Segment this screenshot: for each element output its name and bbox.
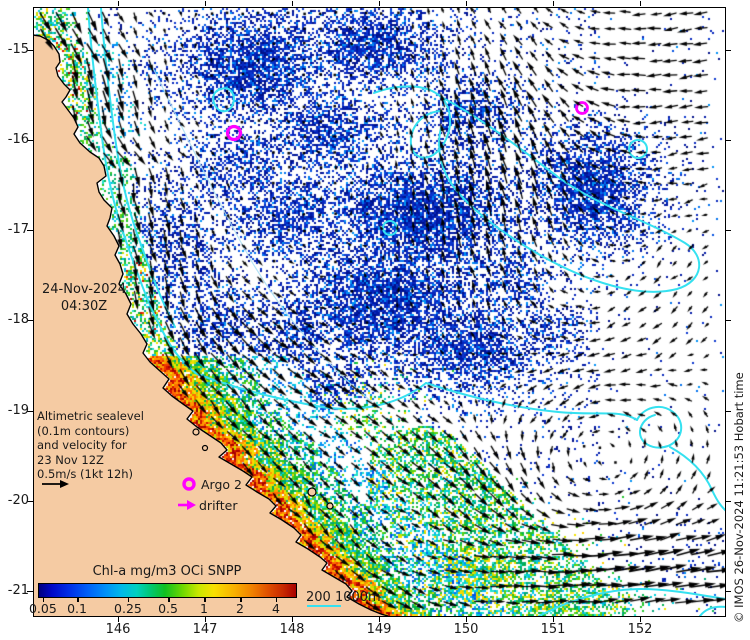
velocity-arrows-canvas xyxy=(33,7,725,616)
x-axis-tick-label: 152 xyxy=(627,622,653,637)
isobath-scale-line xyxy=(307,604,341,607)
y-axis-tick-right xyxy=(725,411,731,413)
colorbar-tick xyxy=(275,598,278,602)
x-axis-tick xyxy=(640,617,642,622)
y-axis-tick-label: -20 xyxy=(7,493,29,508)
y-axis-tick-label: -16 xyxy=(7,132,29,147)
y-axis-tick xyxy=(27,411,33,413)
y-axis-tick xyxy=(27,230,33,232)
colorbar-tick-label: 0.1 xyxy=(67,601,87,616)
map-date-line1: 24-Nov-2024 xyxy=(41,282,127,297)
x-axis-tick xyxy=(292,617,294,622)
x-axis-tick-top xyxy=(379,1,381,6)
x-axis-tick-top xyxy=(466,1,468,6)
y-axis-tick-right xyxy=(725,320,731,322)
annotation-line: (0.1m contours) xyxy=(37,423,130,438)
x-axis-tick xyxy=(379,617,381,622)
annotation-line: 23 Nov 12Z xyxy=(37,452,104,467)
drifter-legend-label: drifter xyxy=(199,498,238,513)
x-axis-tick-label: 146 xyxy=(105,622,131,637)
colorbar-tick xyxy=(204,598,206,602)
x-axis-tick-top xyxy=(553,1,555,6)
colorbar-tick xyxy=(168,598,170,602)
y-axis-tick-label: -19 xyxy=(7,403,29,418)
y-axis-tick-label: -21 xyxy=(7,583,29,598)
y-axis-tick xyxy=(27,501,33,503)
y-axis-tick xyxy=(27,320,33,322)
map-date-line2: 04:30Z xyxy=(60,299,108,314)
colorbar-tick-label: 0.05 xyxy=(28,601,57,616)
y-axis-tick xyxy=(27,591,33,593)
x-axis-tick-label: 151 xyxy=(540,622,566,637)
y-axis-tick-right xyxy=(725,501,731,503)
colorbar-tick-label: 4 xyxy=(271,601,280,616)
colorbar-tick xyxy=(240,598,242,602)
x-axis-tick-label: 150 xyxy=(453,622,479,637)
isobath-scale-label: 200 1000m xyxy=(306,590,381,605)
x-axis-tick-top xyxy=(118,1,120,6)
y-axis-tick xyxy=(27,140,33,142)
x-axis-tick xyxy=(205,617,207,622)
colorbar-tick xyxy=(42,598,45,602)
annotation-line: and velocity for xyxy=(37,438,127,453)
map-date-label: 24-Nov-2024 04:30Z xyxy=(34,281,134,315)
colorbar-tick-label: 2 xyxy=(236,601,244,616)
x-axis-tick-label: 148 xyxy=(279,622,305,637)
colorbar-title: Chl-a mg/m3 OCi SNPP xyxy=(92,564,242,579)
y-axis-tick-label: -15 xyxy=(7,42,29,57)
x-axis-tick xyxy=(466,617,468,622)
y-axis-tick-right xyxy=(725,230,731,232)
argo-legend-label: Argo 2 xyxy=(201,477,242,492)
colorbar-tick xyxy=(77,598,79,602)
annotation-line: 0.5m/s (1kt 12h) xyxy=(37,467,134,482)
x-axis-tick-label: 149 xyxy=(366,622,392,637)
y-axis-tick-label: -17 xyxy=(7,222,29,237)
x-axis-tick-top xyxy=(292,1,294,6)
x-axis-tick xyxy=(553,617,555,622)
annotation-line: Altimetric sealevel xyxy=(37,409,144,423)
x-axis-tick-label: 147 xyxy=(192,622,218,637)
imos-credit-text: © IMOS 26-Nov-2024 11:21:53 Hobart time xyxy=(732,372,746,623)
y-axis-tick-right xyxy=(725,50,731,52)
y-axis-tick-right xyxy=(725,140,731,142)
y-axis-tick xyxy=(27,50,33,52)
x-axis-tick-top xyxy=(640,1,642,6)
y-axis-tick-right xyxy=(725,591,731,593)
x-axis-tick-top xyxy=(205,1,207,6)
colorbar-tick xyxy=(127,598,130,602)
y-axis-tick-label: -18 xyxy=(7,312,29,327)
colorbar-tick-label: 1 xyxy=(200,601,208,616)
colorbar-tick-label: 0.25 xyxy=(114,601,142,616)
chlorophyll-colorbar xyxy=(38,583,297,598)
colorbar-tick-label: 0.5 xyxy=(158,601,178,616)
altimetry-annotation: Altimetric sealevel (0.1m contours) and … xyxy=(37,409,144,482)
x-axis-tick xyxy=(118,617,120,622)
